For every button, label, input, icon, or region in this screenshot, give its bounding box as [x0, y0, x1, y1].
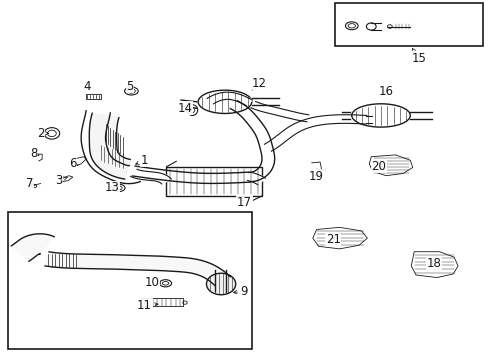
Text: 10: 10 — [144, 276, 161, 289]
Text: 21: 21 — [325, 233, 340, 246]
Polygon shape — [247, 172, 265, 185]
Polygon shape — [366, 116, 371, 123]
Polygon shape — [132, 166, 249, 184]
Polygon shape — [89, 113, 130, 179]
Polygon shape — [410, 252, 457, 278]
Text: 17: 17 — [237, 196, 251, 209]
Text: 8: 8 — [30, 147, 39, 159]
Text: 9: 9 — [233, 285, 248, 298]
Text: 12: 12 — [251, 77, 266, 90]
Bar — [141, 298, 182, 306]
Text: 15: 15 — [411, 48, 426, 64]
Text: 3: 3 — [56, 174, 67, 186]
Polygon shape — [81, 111, 140, 184]
Text: 4: 4 — [83, 80, 91, 93]
Polygon shape — [368, 155, 412, 176]
Text: 19: 19 — [308, 170, 324, 183]
Bar — [166, 167, 261, 196]
Text: 5: 5 — [126, 80, 133, 93]
Text: 6: 6 — [69, 157, 78, 170]
Bar — [86, 94, 101, 99]
Text: 20: 20 — [370, 160, 385, 173]
Text: 1: 1 — [135, 154, 148, 167]
Polygon shape — [230, 101, 274, 182]
Polygon shape — [312, 227, 366, 249]
Bar — [334, 3, 483, 45]
Ellipse shape — [206, 273, 235, 295]
Polygon shape — [130, 169, 171, 184]
Polygon shape — [207, 92, 252, 106]
Polygon shape — [11, 234, 54, 261]
Text: 14: 14 — [177, 102, 192, 115]
Polygon shape — [250, 102, 308, 122]
Text: 18: 18 — [426, 257, 440, 270]
Text: 16: 16 — [378, 85, 393, 98]
Text: 11: 11 — [137, 299, 158, 312]
Polygon shape — [264, 115, 366, 151]
Bar — [8, 212, 251, 348]
Text: 7: 7 — [26, 177, 35, 190]
Text: 2: 2 — [37, 127, 48, 140]
Polygon shape — [45, 252, 230, 285]
Text: 13: 13 — [104, 181, 119, 194]
